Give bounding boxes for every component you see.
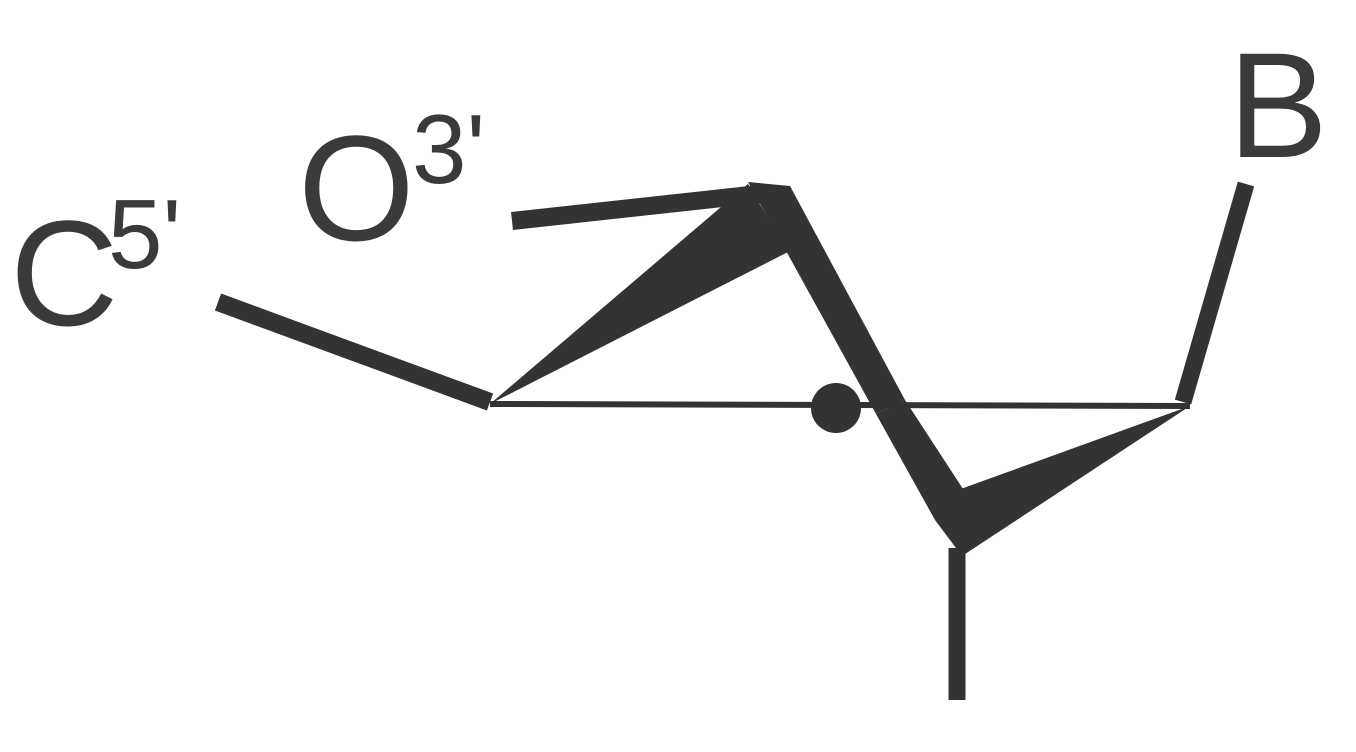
wedge-c2-c1 (935, 406, 1190, 556)
o3-superscript: 3' (412, 94, 485, 204)
o3-symbol: O (298, 104, 415, 272)
c5-superscript: 5' (108, 179, 181, 289)
wedge-c4-c3 (490, 184, 788, 404)
o3-label: O (298, 104, 415, 272)
c5-bond (214, 293, 494, 411)
ring-oxygen-dot (811, 383, 861, 433)
base-label: B (1228, 21, 1328, 189)
bold-c3-c2 (748, 182, 905, 414)
o3-bond (511, 184, 769, 230)
base-bond (1174, 181, 1255, 405)
bold-c2-lower (876, 400, 965, 520)
c5-symbol: C (10, 189, 118, 357)
c5-label: C (10, 189, 118, 357)
